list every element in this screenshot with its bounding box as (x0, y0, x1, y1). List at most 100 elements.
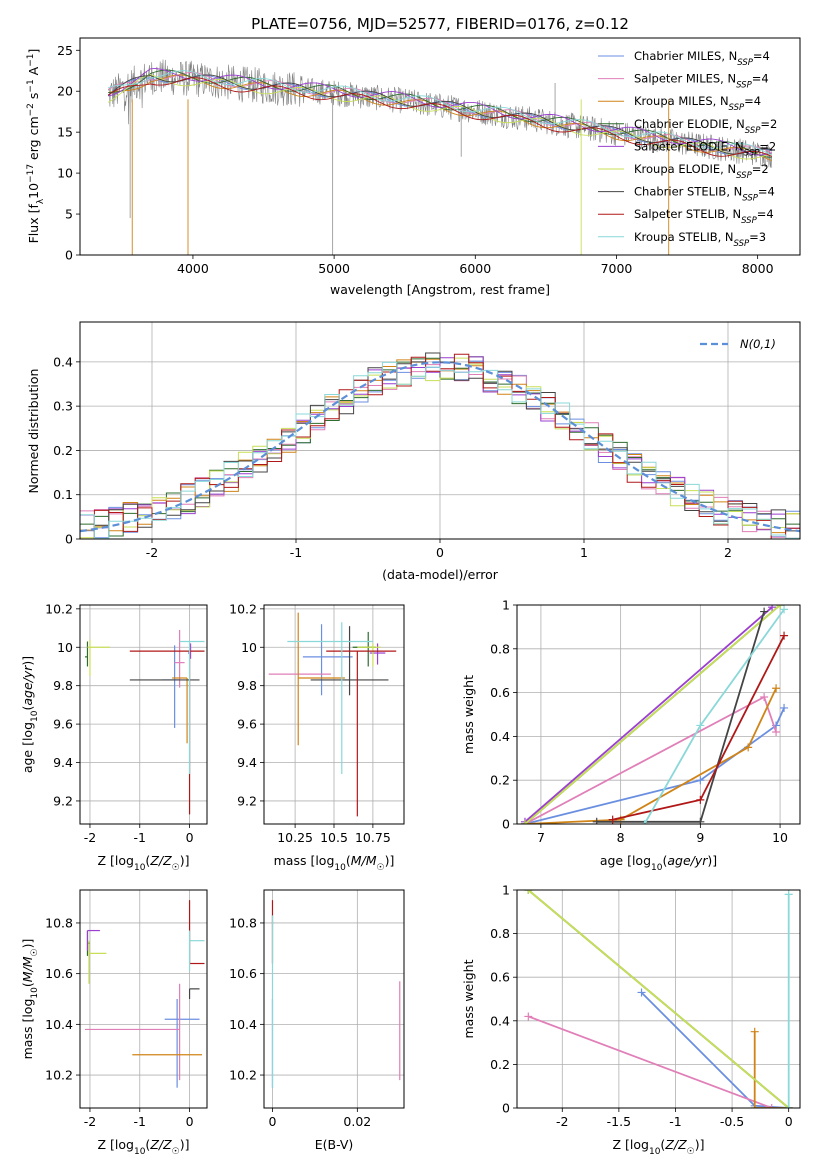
x-tick-label: 10.5 (320, 830, 348, 845)
weight-line-1 (527, 1015, 773, 1108)
x-tick-label: 6000 (459, 261, 491, 276)
plot-area (84, 900, 205, 1088)
y-tick-label: 5 (65, 207, 73, 222)
x-tick-label: 1 (580, 545, 588, 560)
residual-histogram-6 (80, 352, 800, 539)
y-tick-label: 25 (57, 43, 73, 58)
y-tick-label: 9.8 (53, 678, 73, 693)
data-point-4 (369, 643, 386, 665)
model-line-1 (107, 71, 772, 154)
x-tick-label: -2 (84, 1114, 96, 1129)
x-tick-label: -2 (556, 1114, 568, 1129)
weight-marker (780, 631, 789, 640)
data-point-0 (302, 624, 353, 696)
data-point-1 (84, 983, 181, 1081)
y-tick-label: 1 (502, 598, 510, 613)
x-axis-label: (data-model)/error (382, 567, 499, 582)
y-axis-label: Flux [fλ10−17 erg cm−2 s−1 A−1] (26, 49, 46, 244)
x-tick-label: 0 (785, 1114, 793, 1129)
plot-age_vs_mass: 10.25 10.5 10.75 9.2 9.4 9.6 9.8 10 10.2 (229, 601, 405, 845)
x-tick-label: -1 (134, 830, 146, 845)
data-point-5 (88, 940, 107, 984)
data-point-7 (129, 650, 205, 815)
weight-marker (750, 1104, 759, 1108)
x-tick-label: 10.25 (277, 830, 313, 845)
model-line-8 (108, 70, 772, 156)
y-tick-label: 0.4 (53, 354, 73, 369)
y-tick-label: 0.2 (490, 773, 510, 788)
weight-marker (750, 1027, 759, 1036)
y-tick-label: 0.6 (490, 685, 510, 700)
x-tick-label: 8000 (742, 261, 774, 276)
y-axis-label: Normed distribution (26, 369, 41, 494)
x-tick-label: 0 (186, 830, 194, 845)
legend-label: Salpeter ELODIE, NSSP=2 (634, 139, 776, 158)
y-tick-label: 9.8 (237, 678, 257, 693)
weight-marker (784, 890, 793, 899)
x-tick-label: -1 (134, 1114, 146, 1129)
x-tick-label: 0.02 (343, 1114, 371, 1129)
weight-marker (776, 605, 785, 609)
x-tick-label: 0 (269, 1114, 277, 1129)
legend: Chabrier MILES, NSSP=4 Salpeter MILES, NS… (598, 49, 777, 249)
plot-area (520, 605, 789, 824)
weight-marker (768, 605, 777, 612)
plot-area (268, 612, 397, 817)
y-tick-label: 20 (57, 84, 73, 99)
y-tick-label: 10.2 (45, 601, 73, 616)
y-tick-label: 9.4 (53, 755, 73, 770)
y-tick-label: 0 (65, 248, 73, 263)
weight-marker (637, 988, 646, 997)
data-point-8 (287, 622, 373, 775)
weight-line-6 (596, 611, 765, 823)
weight-marker (520, 820, 529, 824)
x-axis-label: E(B-V) (315, 1137, 354, 1152)
x-tick-label: -0.5 (720, 1114, 744, 1129)
x-tick-label: 0 (186, 1114, 194, 1129)
plot-area (84, 629, 205, 815)
y-tick-label: 0.4 (490, 729, 510, 744)
y-tick-label: 0.8 (490, 926, 510, 941)
legend-label: Chabrier MILES, NSSP=4 (634, 49, 770, 68)
y-axis-label: mass weight (461, 675, 476, 754)
weight-marker (696, 817, 705, 824)
x-tick-label: -2 (146, 545, 158, 560)
x-tick-label: 9 (696, 830, 704, 845)
data-point-8 (179, 640, 205, 775)
weight-marker (760, 607, 769, 616)
weight-marker (772, 728, 781, 737)
weight-line-2 (524, 687, 777, 824)
axes-frame (79, 889, 208, 1109)
y-tick-label: 10 (241, 640, 257, 655)
axes-frame (79, 321, 801, 540)
data-point-2 (172, 677, 188, 744)
y-tick-label: 0.3 (53, 399, 73, 414)
y-tick-label: 10.2 (229, 601, 257, 616)
y-tick-label: 10.4 (45, 1017, 73, 1032)
y-tick-label: 9.6 (237, 717, 257, 732)
legend-label: Chabrier STELIB, NSSP=4 (634, 185, 775, 204)
data-point-0 (164, 999, 200, 1088)
x-tick-label: 4000 (177, 261, 209, 276)
y-tick-label: 10.2 (45, 1068, 73, 1083)
y-tick-label: 9.4 (237, 755, 257, 770)
weight-marker (772, 684, 781, 693)
axes-frame (79, 604, 208, 825)
y-axis-label: age [log10(age/yr)] (20, 656, 40, 773)
y-tick-label: 0.2 (490, 1057, 510, 1072)
normal-legend-label: N(0,1) (740, 337, 776, 351)
x-axis-label: Z [log10(Z/Z☉)] (98, 853, 190, 873)
weight-line-2 (753, 1031, 789, 1108)
weight-line-4 (524, 606, 773, 823)
y-tick-label: 0 (65, 532, 73, 547)
y-axis-label: mass weight (461, 959, 476, 1038)
plot-residuals: -2 -1 0 1 2 0 0.1 0.2 0.3 0.4 (53, 321, 801, 560)
data-point-7 (326, 650, 397, 817)
weight-line-5 (524, 605, 781, 824)
legend-label: Salpeter STELIB, NSSP=4 (634, 207, 774, 226)
weight-marker (696, 776, 705, 785)
y-tick-label: 0 (502, 1101, 510, 1116)
weight-marker (780, 605, 789, 614)
plot-mass_vs_EBV: 0 0.02 10.2 10.4 10.6 10.8 (229, 889, 405, 1129)
